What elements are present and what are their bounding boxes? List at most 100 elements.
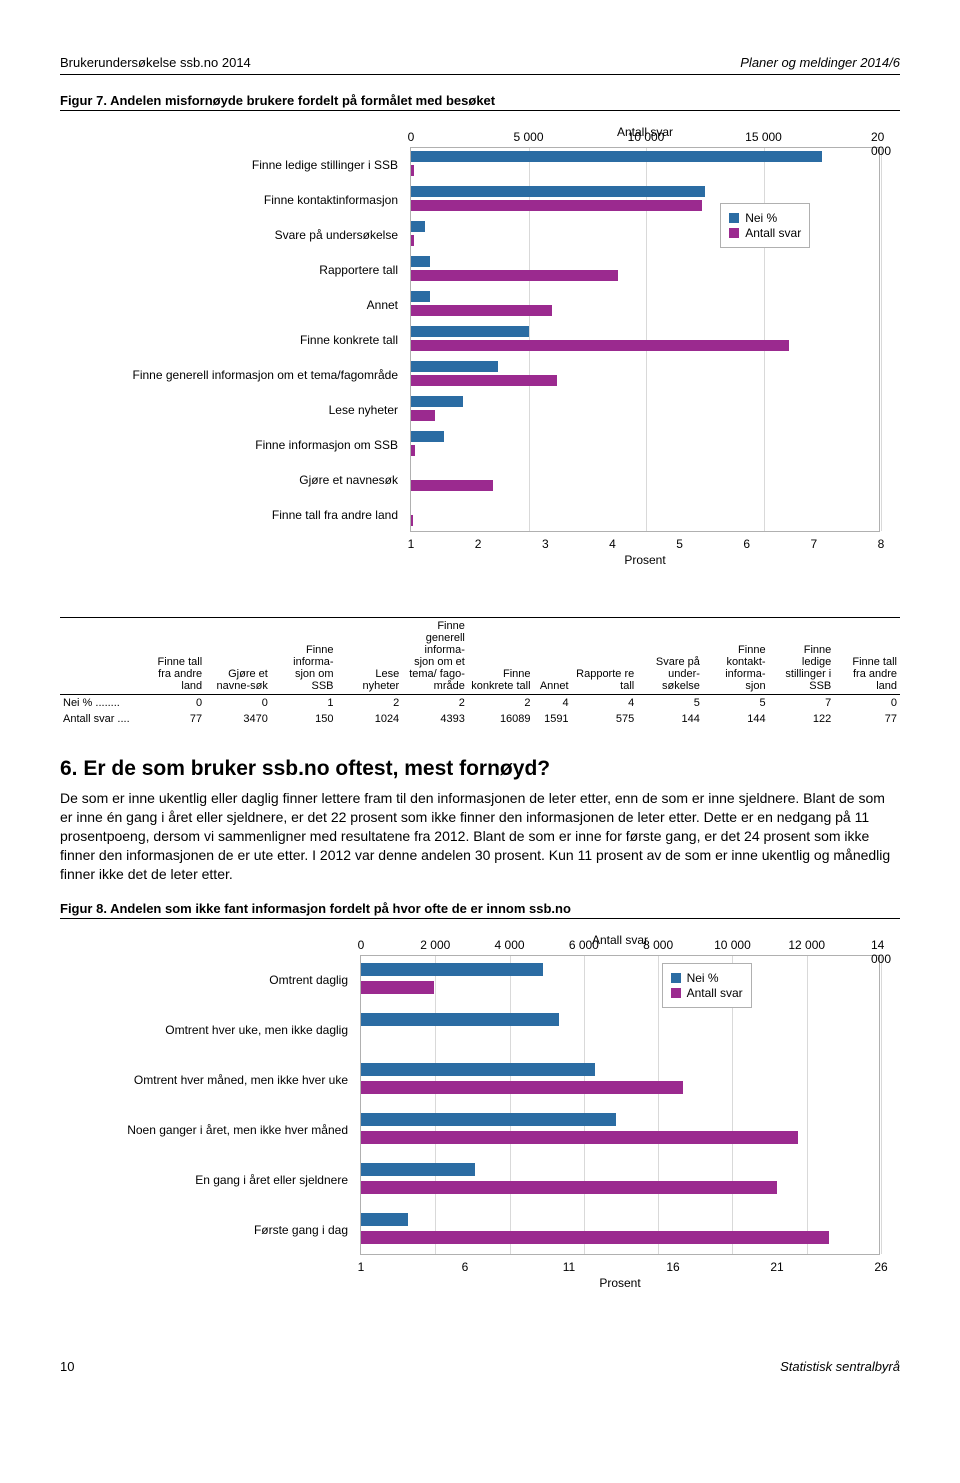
table-cell: 4 xyxy=(572,695,638,712)
figure7-category-label: Annet xyxy=(100,287,404,322)
figure7-bar-antall xyxy=(411,270,618,281)
figure7-bar-nei xyxy=(411,256,430,267)
figure8-bottom-tick: 1 xyxy=(358,1260,365,1274)
table-cell: 3470 xyxy=(205,711,271,727)
table-cell: 2 xyxy=(337,695,403,712)
table-cell: 150 xyxy=(271,711,337,727)
header-right: Planer og meldinger 2014/6 xyxy=(740,55,900,70)
table-header: Svare på under-søkelse xyxy=(637,618,703,695)
header-rule xyxy=(60,74,900,75)
figure7-legend: Nei %Antall svar xyxy=(720,203,810,248)
figure8-bar-antall xyxy=(361,1181,777,1194)
section6-body: De som er inne ukentlig eller daglig fin… xyxy=(60,789,900,883)
figure7-bottom-tick: 2 xyxy=(475,537,482,551)
figure8-category-label: En gang i året eller sjeldnere xyxy=(100,1155,354,1205)
table-cell: 4 xyxy=(534,695,572,712)
figure8-category-label: Noen ganger i året, men ikke hver måned xyxy=(100,1105,354,1155)
table-header xyxy=(60,618,140,695)
figure8-category-label: Omtrent hver måned, men ikke hver uke xyxy=(100,1055,354,1105)
figure7-category-label: Finne konkrete tall xyxy=(100,322,404,357)
figure7-top-axis-title: Antall svar xyxy=(410,125,880,139)
table-cell: 77 xyxy=(834,711,900,727)
table-cell: 1 xyxy=(271,695,337,712)
figure7-data-table: Finne tall fra andre landGjøre et navne-… xyxy=(60,617,900,727)
table-cell: 1591 xyxy=(534,711,572,727)
figure7-bar-nei xyxy=(411,326,529,337)
table-cell: 0 xyxy=(205,695,271,712)
figure8-bar-antall xyxy=(361,1131,798,1144)
figure8-bar-nei xyxy=(361,1013,559,1026)
table-header: Finne generell informa-sjon om et tema/ … xyxy=(402,618,468,695)
table-cell: 144 xyxy=(703,711,769,727)
figure8-bottom-tick: 11 xyxy=(563,1260,575,1274)
table-header: Rapporte re tall xyxy=(572,618,638,695)
table-cell: 16089 xyxy=(468,711,534,727)
figure8-chart: 02 0004 0006 0008 00010 00012 00014 0001… xyxy=(100,933,900,1313)
figure7-category-label: Finne informasjon om SSB xyxy=(100,427,404,462)
figure7-bar-antall xyxy=(411,410,435,421)
figure7-bottom-tick: 5 xyxy=(676,537,683,551)
figure8-bottom-axis-title: Prosent xyxy=(599,1276,640,1290)
figure8-bar-nei xyxy=(361,1213,408,1226)
figure7-bottom-axis-title: Prosent xyxy=(624,553,665,567)
figure7-title-rule xyxy=(60,110,900,111)
figure8-bar-nei xyxy=(361,1163,475,1176)
figure7-bar-antall xyxy=(411,515,413,526)
table-header: Gjøre et navne-søk xyxy=(205,618,271,695)
page-header: Brukerundersøkelse ssb.no 2014 Planer og… xyxy=(60,55,900,70)
figure8-title-rule xyxy=(60,918,900,919)
footer-publisher: Statistisk sentralbyrå xyxy=(780,1359,900,1374)
figure7-bar-nei xyxy=(411,396,463,407)
figure8-bar-nei xyxy=(361,1063,595,1076)
figure7-bar-antall xyxy=(411,480,493,491)
table-cell: 0 xyxy=(140,695,206,712)
page-footer: 10 Statistisk sentralbyrå xyxy=(60,1359,900,1374)
figure7-bar-nei xyxy=(411,361,498,372)
figure8-category-label: Omtrent hver uke, men ikke daglig xyxy=(100,1005,354,1055)
figure8-bar-nei xyxy=(361,963,543,976)
figure7-bar-antall xyxy=(411,445,415,456)
figure7-bottom-tick: 8 xyxy=(878,537,885,551)
table-cell: Nei % ........ xyxy=(60,695,140,712)
table-header: Finne kontakt-informa-sjon xyxy=(703,618,769,695)
figure8-bottom-tick: 26 xyxy=(874,1260,887,1274)
figure8-bar-nei xyxy=(361,1113,616,1126)
figure7-bar-antall xyxy=(411,375,557,386)
table-cell: Antall svar .... xyxy=(60,711,140,727)
table-header: Annet xyxy=(534,618,572,695)
table-cell: 575 xyxy=(572,711,638,727)
table-cell: 7 xyxy=(769,695,835,712)
table-cell: 5 xyxy=(637,695,703,712)
table-cell: 0 xyxy=(834,695,900,712)
table-header: Finne tall fra andre land xyxy=(140,618,206,695)
section6-title: 6. Er de som bruker ssb.no oftest, mest … xyxy=(60,757,900,781)
figure7-category-label: Lese nyheter xyxy=(100,392,404,427)
figure8-bottom-tick: 6 xyxy=(462,1260,469,1274)
table-header: Lese nyheter xyxy=(337,618,403,695)
figure7-bar-nei xyxy=(411,186,705,197)
figure8-category-label: Omtrent daglig xyxy=(100,955,354,1005)
figure7-bar-nei xyxy=(411,291,430,302)
header-left: Brukerundersøkelse ssb.no 2014 xyxy=(60,55,251,70)
figure7-category-label: Rapportere tall xyxy=(100,252,404,287)
figure8-bar-antall xyxy=(361,981,434,994)
figure7-bottom-tick: 7 xyxy=(811,537,818,551)
figure7-bar-antall xyxy=(411,165,414,176)
table-header: Finne informa-sjon om SSB xyxy=(271,618,337,695)
figure7-bar-antall xyxy=(411,200,702,211)
table-cell: 77 xyxy=(140,711,206,727)
table-cell: 4393 xyxy=(402,711,468,727)
figure7-category-label: Finne generell informasjon om et tema/fa… xyxy=(100,357,404,392)
figure7-category-label: Finne ledige stillinger i SSB xyxy=(100,147,404,182)
figure7-bottom-tick: 3 xyxy=(542,537,549,551)
table-cell: 144 xyxy=(637,711,703,727)
figure7-category-label: Svare på undersøkelse xyxy=(100,217,404,252)
table-cell: 2 xyxy=(402,695,468,712)
figure7-bottom-tick: 4 xyxy=(609,537,616,551)
figure7-category-label: Finne tall fra andre land xyxy=(100,497,404,532)
page-number: 10 xyxy=(60,1359,74,1374)
figure8-top-axis-title: Antall svar xyxy=(360,933,880,947)
figure7-bottom-tick: 6 xyxy=(743,537,750,551)
figure7-category-label: Finne kontaktinformasjon xyxy=(100,182,404,217)
figure7-category-label: Gjøre et navnesøk xyxy=(100,462,404,497)
